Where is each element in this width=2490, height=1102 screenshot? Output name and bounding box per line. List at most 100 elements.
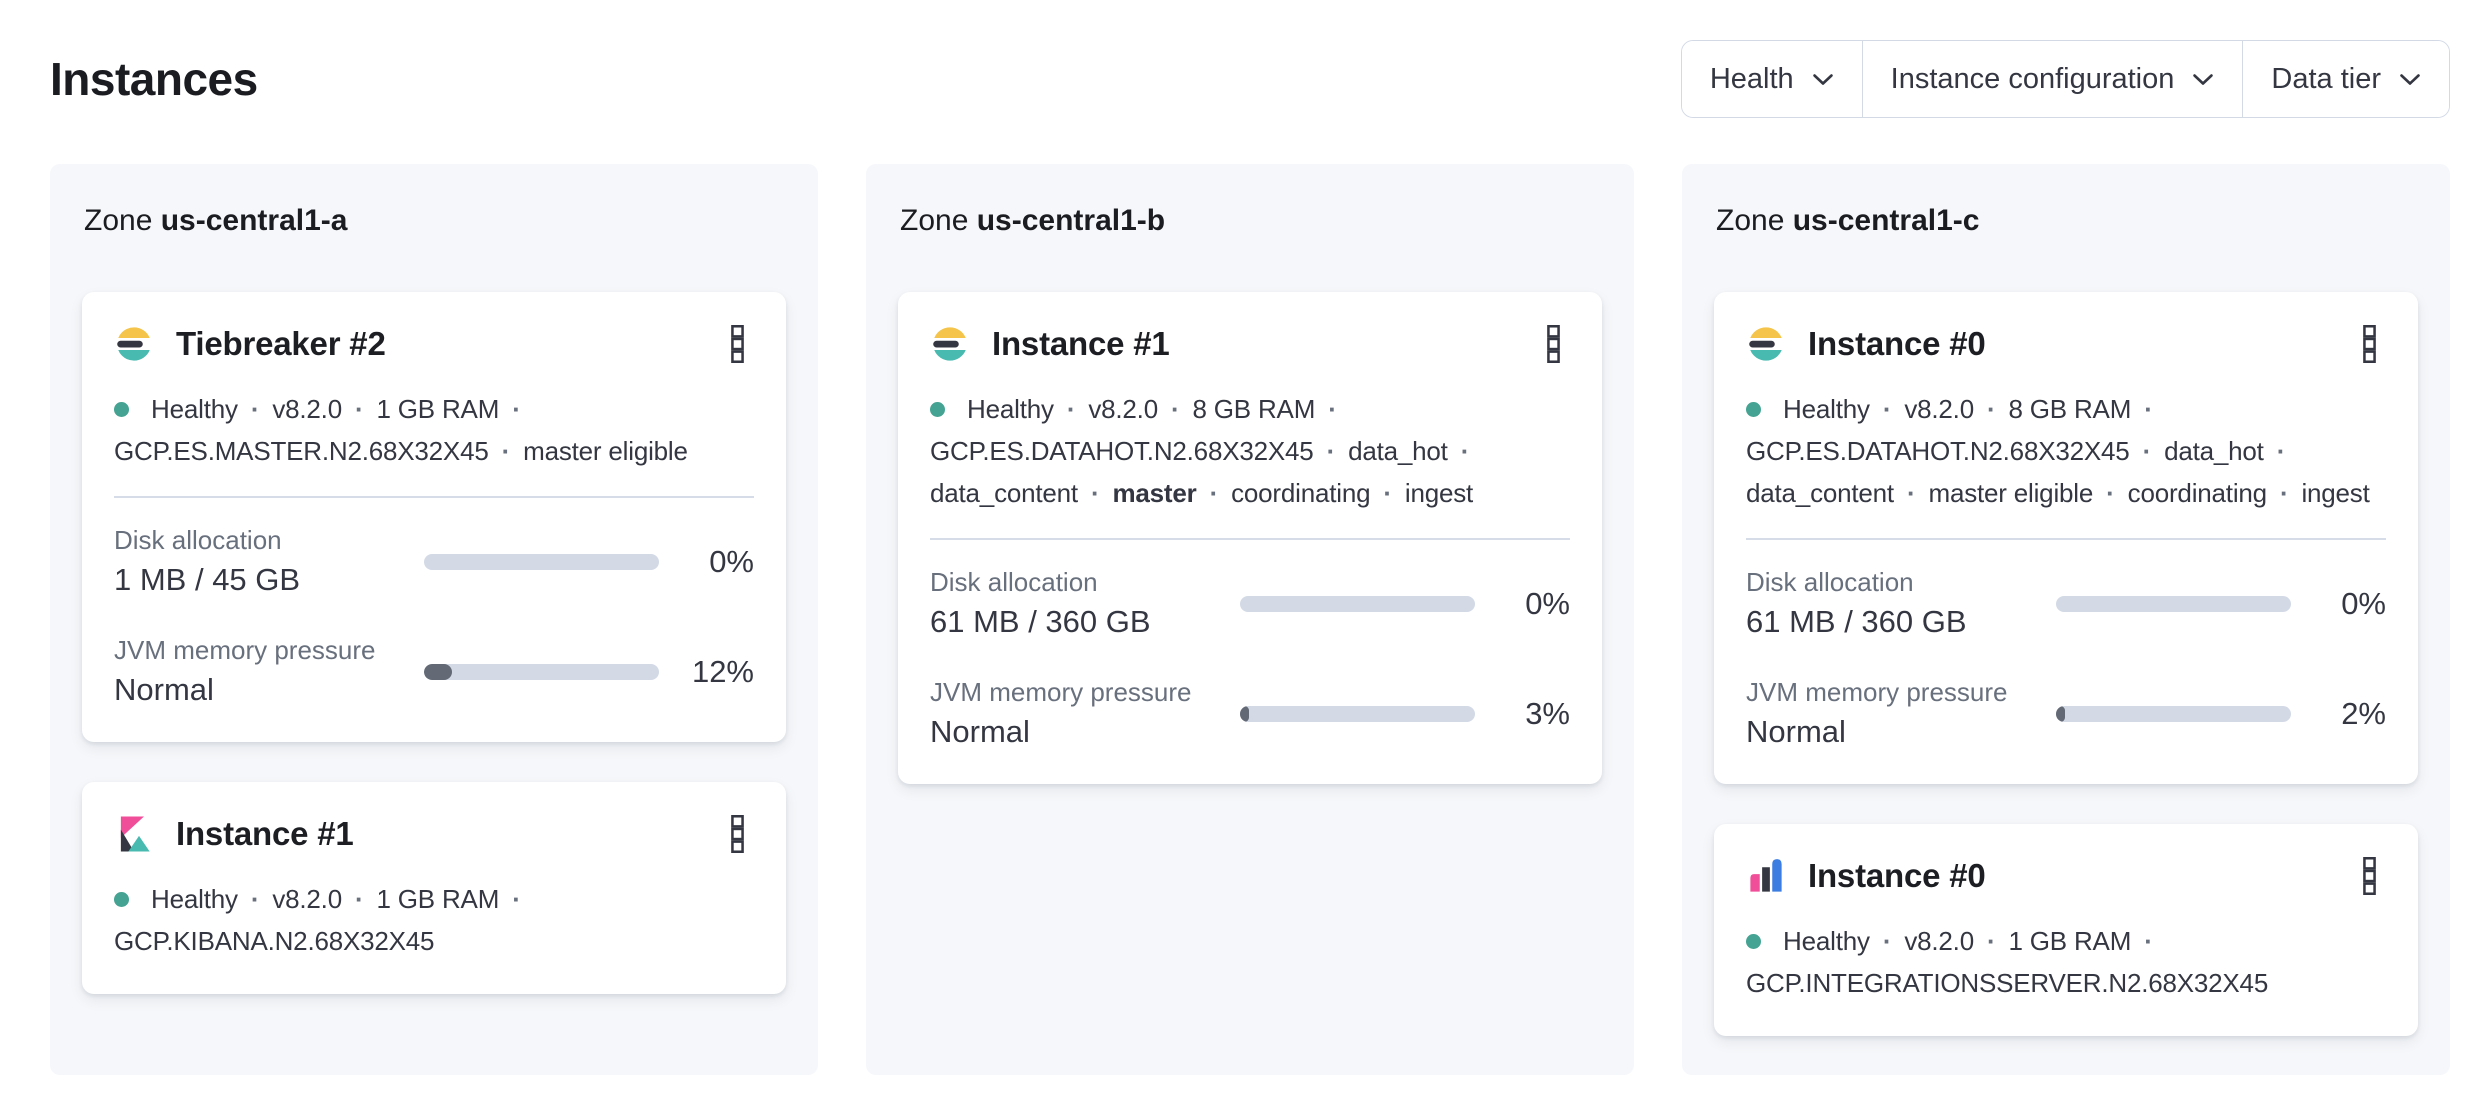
progress-bar-fill [2056, 706, 2065, 722]
zone-label: Zone us-central1-b [900, 202, 1602, 240]
instance-menu-button[interactable] [2353, 321, 2386, 367]
metric-value: Normal [930, 714, 1030, 749]
metric-value: 1 MB / 45 GB [114, 562, 301, 597]
health-dot-icon [1746, 934, 1761, 949]
metric-percent: 2% [2341, 696, 2386, 731]
card-header: Instance #0 [1746, 320, 2386, 368]
elasticsearch-logo-icon [1749, 327, 1782, 361]
metric-value: Normal [1746, 714, 1846, 749]
separator-dot: · [1460, 436, 1470, 466]
status-item: v8.2.0 [1088, 394, 1158, 424]
status-item: Healthy [967, 394, 1054, 424]
separator-dot: · [1209, 478, 1219, 508]
instance-menu-button[interactable] [721, 811, 754, 857]
status-item: 1 GB RAM [376, 884, 500, 914]
health-dot-icon [930, 402, 945, 417]
health-dot-icon [1746, 402, 1761, 417]
instance-status: Healthy · v8.2.0 · 8 GB RAM · GCP.ES.DAT… [1746, 388, 2386, 514]
separator-dot: · [1326, 436, 1336, 466]
status-item: 1 GB RAM [376, 394, 500, 424]
page-title: Instances [50, 53, 258, 105]
metrics: Disk allocation 61 MB / 360 GB 0% JVM me… [1746, 566, 2386, 752]
boxes-vertical-icon [2363, 857, 2376, 895]
filter-label: Data tier [2271, 62, 2381, 95]
zone-panel-us-central1-a: Zone us-central1-a Tiebreaker #2 Healthy… [50, 164, 818, 1075]
metric-value: 61 MB / 360 GB [930, 604, 1151, 639]
progress-bar [1240, 706, 1475, 722]
status-item: master eligible [523, 436, 688, 466]
instance-menu-button[interactable] [1537, 321, 1570, 367]
instance-title: Instance #0 [1808, 857, 1986, 894]
instance-card: Instance #0 Healthy · v8.2.0 · 1 GB RAM … [1714, 824, 2418, 1036]
metric-percent: 0% [2341, 586, 2386, 621]
zone-name: us-central1-b [976, 204, 1166, 237]
filter-button-instance-configuration[interactable]: Instance configuration [1861, 41, 2243, 117]
metric-row: Disk allocation 61 MB / 360 GB 0% [1746, 566, 2386, 642]
metric-row: JVM memory pressure Normal 3% [930, 676, 1570, 752]
separator-dot: · [2144, 394, 2153, 424]
separator-dot: · [512, 884, 521, 914]
status-item: GCP.ES.MASTER.N2.68X32X45 [114, 436, 489, 466]
progress-bar [424, 554, 659, 570]
instance-menu-button[interactable] [2353, 853, 2386, 899]
card-header: Instance #0 [1746, 852, 2386, 900]
separator-dot: · [355, 394, 364, 424]
health-dot-icon [114, 402, 129, 417]
status-item: GCP.ES.DATAHOT.N2.68X32X45 [930, 436, 1314, 466]
status-item: 8 GB RAM [1192, 394, 1316, 424]
metric-label: JVM memory pressure [930, 677, 1192, 707]
instance-status: Healthy · v8.2.0 · 1 GB RAM · GCP.KIBANA… [114, 878, 754, 962]
status-item: v8.2.0 [1904, 394, 1974, 424]
status-item: ingest [2301, 478, 2370, 508]
chevron-down-icon [1812, 73, 1833, 85]
zone-prefix: Zone [84, 204, 153, 237]
filter-button-data-tier[interactable]: Data tier [2242, 41, 2449, 117]
metric-label: Disk allocation [1746, 567, 1914, 597]
progress-bar [2056, 706, 2291, 722]
metric-label: Disk allocation [930, 567, 1098, 597]
metric-row: JVM memory pressure Normal 12% [114, 634, 754, 710]
status-item: Healthy [151, 884, 238, 914]
separator-dot: · [1987, 926, 1996, 956]
separator-dot: · [2276, 436, 2286, 466]
metric-percent: 0% [709, 544, 754, 579]
instance-status: Healthy · v8.2.0 · 1 GB RAM · GCP.INTEGR… [1746, 920, 2386, 1004]
separator-dot: · [1882, 394, 1892, 424]
status-item: Healthy [1783, 394, 1870, 424]
boxes-vertical-icon [731, 325, 744, 363]
status-item: 8 GB RAM [2008, 394, 2132, 424]
filter-label: Health [1709, 62, 1794, 95]
status-item: data_hot [2164, 436, 2264, 466]
status-item: v8.2.0 [272, 394, 342, 424]
metric-value: Normal [114, 672, 214, 707]
status-item: GCP.INTEGRATIONSSERVER.N2.68X32X45 [1746, 968, 2269, 998]
instance-title: Tiebreaker #2 [176, 325, 386, 362]
separator-dot: · [2106, 478, 2115, 508]
metric-value: 61 MB / 360 GB [1746, 604, 1967, 639]
instance-card: Tiebreaker #2 Healthy · v8.2.0 · 1 GB RA… [82, 292, 786, 742]
chevron-down-icon [2193, 73, 2214, 85]
status-item: GCP.KIBANA.N2.68X32X45 [114, 926, 435, 956]
boxes-vertical-icon [731, 815, 744, 853]
zone-prefix: Zone [1716, 204, 1785, 237]
zone-name: us-central1-c [1792, 204, 1980, 237]
progress-bar-fill [1240, 706, 1249, 722]
status-item: master eligible [1928, 478, 2094, 508]
metric-row: Disk allocation 1 MB / 45 GB 0% [114, 524, 754, 600]
boxes-vertical-icon [2363, 325, 2376, 363]
chevron-down-icon [2400, 73, 2420, 85]
metric-label: JVM memory pressure [114, 635, 376, 665]
status-item: v8.2.0 [1904, 926, 1974, 956]
elasticsearch-logo-icon [933, 327, 966, 361]
metrics: Disk allocation 1 MB / 45 GB 0% JVM memo… [114, 524, 754, 710]
zone-label: Zone us-central1-a [84, 202, 786, 240]
instance-menu-button[interactable] [721, 321, 754, 367]
status-item: GCP.ES.DATAHOT.N2.68X32X45 [1746, 436, 2130, 466]
filter-button-health[interactable]: Health [1681, 41, 1862, 117]
separator-dot: · [1328, 394, 1337, 424]
instance-title: Instance #0 [1808, 325, 1986, 362]
instance-status: Healthy · v8.2.0 · 8 GB RAM · GCP.ES.DAT… [930, 388, 1570, 514]
separator-dot: · [2279, 478, 2289, 508]
separator-dot: · [2142, 436, 2152, 466]
zone-cards: Tiebreaker #2 Healthy · v8.2.0 · 1 GB RA… [82, 292, 786, 994]
